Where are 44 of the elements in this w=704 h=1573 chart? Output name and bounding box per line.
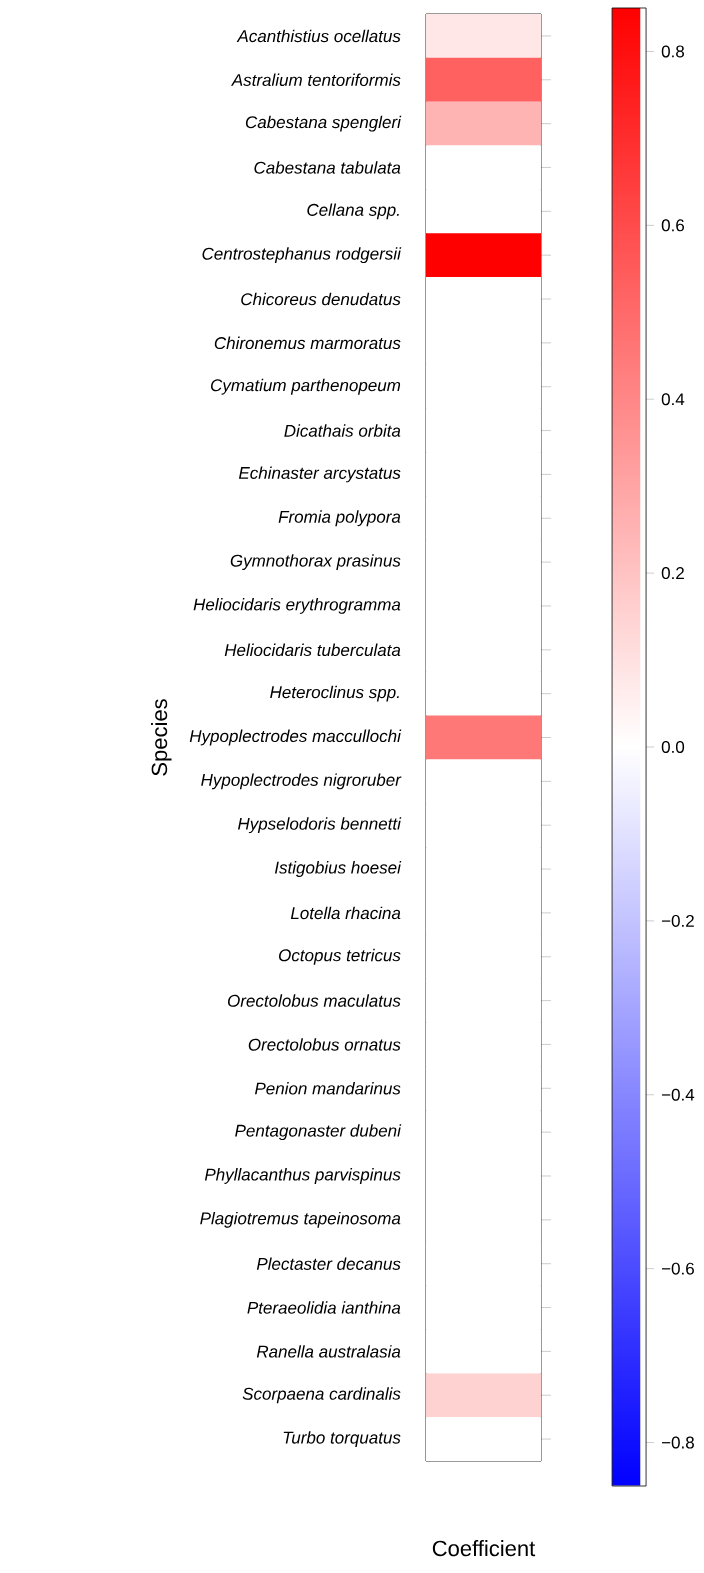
y-tick-label: Heliocidaris tuberculata [224, 643, 401, 657]
y-tick-label: Plagiotremus tapeinosoma [200, 1211, 401, 1228]
y-tick-label: Istigobius hoesei [274, 861, 402, 877]
y-tick-label: Heteroclinus spp. [270, 685, 399, 702]
y-tick-label: Plectaster decanus [256, 1257, 401, 1270]
y-tick-label: Chironemus marmoratus [214, 336, 401, 350]
color-bar-label: 0.4 [661, 393, 685, 406]
y-tick-label: Cellana spp. [307, 203, 399, 220]
color-bar-label: −0.8 [661, 1436, 694, 1449]
y-tick-label: Lotella rhacina [290, 906, 401, 920]
y-tick-label: Penion mandarinus [254, 1082, 401, 1095]
y-tick-label: Dicathais orbita [284, 424, 401, 437]
y-tick-label: Pteraeolidia ianthina [247, 1301, 401, 1314]
x-axis-title: Coefficient [432, 1540, 536, 1557]
y-tick-label: Cymatium parthenopeum [211, 378, 401, 395]
y-tick-label: Turbo torquatus [283, 1431, 401, 1447]
y-tick-label: Fromia polypora [278, 510, 401, 527]
y-tick-label: Acanthistius ocellatus [236, 29, 401, 43]
y-tick-label: Cabestana tabulata [254, 161, 401, 174]
y-tick-label: Echinaster arcystatus [238, 466, 401, 483]
color-bar-label: −0.6 [661, 1262, 694, 1275]
y-tick-label: Cabestana spengleri [245, 115, 402, 132]
y-tick-label: Phyllacanthus parvispinus [204, 1168, 401, 1184]
y-tick-label: Chicoreus denudatus [241, 292, 401, 306]
y-tick-label: Hypoplectrodes maccullochi [189, 729, 402, 746]
color-bar-label: −0.4 [661, 1088, 695, 1101]
y-axis-title: Species [151, 699, 172, 776]
y-tick-label: Hypoplectrodes nigroruber [201, 773, 402, 790]
color-bar-label: 0.0 [661, 740, 685, 754]
y-tick-label: Pentagonaster dubeni [235, 1124, 402, 1141]
y-tick-label: Scorpaena cardinalis [242, 1387, 401, 1404]
color-bar-label: 0.2 [661, 567, 684, 580]
color-bar-label: 0.8 [661, 45, 685, 58]
y-tick-label: Heliocidaris erythrogramma [193, 598, 401, 614]
y-tick-label: Orectolobus maculatus [227, 994, 401, 1007]
y-tick-label: Orectolobus ornatus [248, 1038, 401, 1051]
y-tick-label: Gymnothorax prasinus [230, 554, 401, 571]
y-tick-label: Centrostephanus rodgersii [202, 247, 402, 264]
color-bar-label: −0.2 [661, 914, 694, 927]
y-tick-label: Hypselodoris bennetti [237, 817, 402, 834]
y-tick-label: Astralium tentoriformis [230, 73, 401, 87]
y-tick-label: Octopus tetricus [279, 948, 401, 965]
color-bar-label: 0.6 [661, 219, 685, 232]
y-tick-label: Ranella australasia [256, 1345, 401, 1358]
